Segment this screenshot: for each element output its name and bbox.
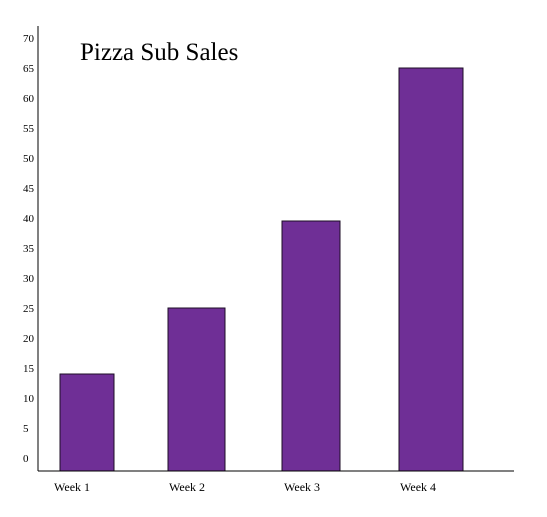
- y-tick-label: 35: [23, 243, 35, 255]
- y-tick-label: 0: [23, 453, 29, 465]
- y-tick-label: 55: [23, 123, 35, 135]
- y-tick-label: 50: [23, 153, 35, 165]
- x-tick-label: Week 4: [400, 480, 436, 494]
- x-tick-label: Week 3: [284, 480, 320, 494]
- y-tick-label: 40: [23, 213, 35, 225]
- y-axis-ticks: 0 5 10 15 20 25 30 35 40 45 50 55 60 65 70: [23, 33, 35, 465]
- y-tick-label: 5: [23, 423, 29, 435]
- bar: [167, 307, 226, 472]
- y-tick-label: 65: [23, 63, 35, 75]
- y-tick-label: 45: [23, 183, 35, 195]
- y-tick-label: 10: [23, 393, 35, 405]
- y-tick-label: 70: [23, 33, 35, 45]
- y-tick-label: 20: [23, 333, 35, 345]
- chart-title: Pizza Sub Sales: [80, 39, 238, 66]
- x-tick-label: Week 1: [54, 480, 90, 494]
- x-axis-labels: Week 1 Week 2 Week 3 Week 4: [54, 480, 436, 494]
- x-tick-label: Week 2: [169, 480, 205, 494]
- bar: [59, 373, 115, 472]
- y-tick-label: 15: [23, 363, 35, 375]
- bars-group: [59, 67, 464, 472]
- y-tick-label: 30: [23, 273, 35, 285]
- y-tick-label: 60: [23, 93, 35, 105]
- bar: [281, 220, 341, 472]
- bar: [398, 67, 464, 472]
- y-tick-label: 25: [23, 303, 35, 315]
